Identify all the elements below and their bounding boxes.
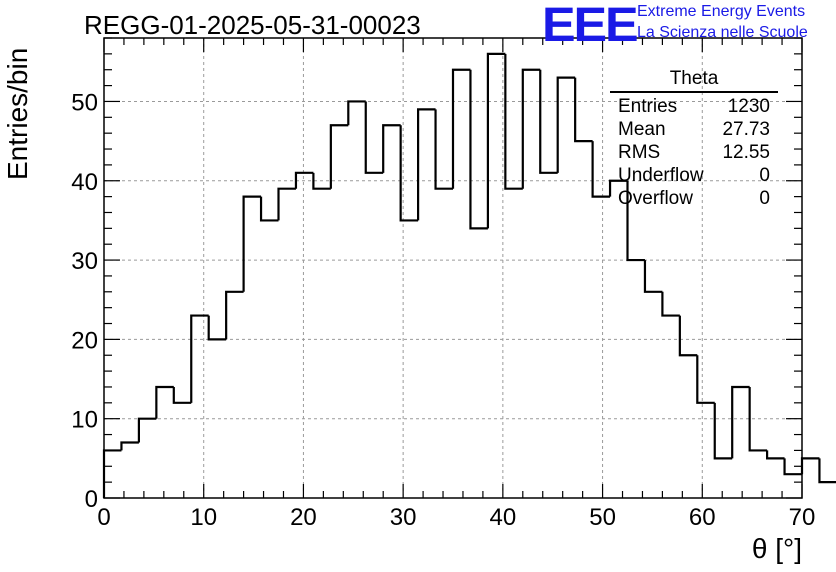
stats-label: RMS: [618, 142, 661, 163]
stats-label: Mean: [618, 119, 666, 140]
histogram-bin: [207, 315, 227, 341]
x-tick-label: 10: [190, 504, 217, 531]
stats-value: 27.73: [722, 119, 770, 140]
histogram-bin: [766, 450, 785, 460]
stats-row-underflow: Underflow 0: [610, 164, 778, 187]
histogram-bin: [800, 457, 820, 475]
x-tick-label: 0: [97, 504, 110, 531]
eee-logo: EEE: [542, 0, 639, 52]
y-tick-label: 40: [71, 169, 98, 196]
stats-row-rms: RMS 12.55: [610, 141, 778, 164]
x-tick-label: 60: [689, 504, 716, 531]
histogram-bin: [417, 108, 436, 221]
histogram-bin: [364, 101, 384, 174]
stats-value: 12.55: [722, 142, 770, 163]
stats-value: 0: [759, 188, 770, 209]
stats-label: Entries: [618, 96, 678, 117]
histogram-bin: [259, 196, 279, 222]
logo-text-line2: La Scienza nelle Scuole: [637, 24, 808, 41]
histogram-bin: [591, 141, 611, 198]
histogram-bin: [434, 109, 453, 190]
histogram-bin: [120, 441, 139, 451]
histogram-bin: [469, 69, 488, 230]
histogram-bin: [783, 458, 802, 476]
plot-frame: [103, 37, 803, 499]
stats-title: Theta: [610, 68, 778, 93]
histogram-bin: [155, 385, 174, 419]
histogram-bin: [312, 172, 331, 190]
chart-title: REGG-01-2025-05-31-00023: [84, 10, 421, 40]
histogram-bin: [521, 68, 541, 189]
stats-value: 0: [759, 165, 770, 186]
histogram-bin: [486, 52, 506, 229]
histogram-bin: [277, 187, 296, 221]
y-tick-label: 20: [71, 327, 98, 354]
histogram-bin: [626, 180, 645, 262]
x-tick-label: 40: [490, 504, 517, 531]
histogram-bin: [225, 290, 244, 340]
histogram-bin: [172, 386, 192, 404]
stats-label: Overflow: [618, 188, 693, 209]
histogram-bin: [574, 77, 593, 143]
stats-box: Theta Entries 1230 Mean 27.73 RMS 12.55 …: [610, 68, 778, 210]
x-tick-label: 30: [390, 504, 417, 531]
x-tick-label: 20: [290, 504, 317, 531]
y-tick-label: 50: [71, 89, 98, 116]
histogram-bin: [137, 417, 157, 443]
histogram-bin: [696, 355, 715, 404]
histogram-bin: [713, 402, 733, 460]
logo-text-line1: Extreme Energy Events: [637, 3, 806, 20]
histogram-bin: [643, 260, 663, 293]
histogram-bin: [399, 125, 419, 222]
x-tick-label: 70: [789, 504, 816, 531]
histogram-bin: [818, 458, 836, 484]
stats-value: 1230: [727, 96, 770, 117]
histogram-bin: [382, 124, 401, 173]
histogram-bin: [102, 449, 122, 498]
histogram-bin: [661, 291, 680, 317]
stats-label: Underflow: [618, 165, 704, 186]
stats-row-overflow: Overflow 0: [610, 187, 778, 210]
x-tick-label: 50: [589, 504, 616, 531]
y-tick-label: 30: [71, 248, 98, 275]
y-tick-label: 10: [71, 407, 98, 434]
histogram-bin: [347, 100, 366, 126]
histogram-bin: [556, 76, 576, 173]
histogram-bin: [294, 171, 314, 189]
histogram-bin: [678, 315, 698, 357]
histogram-bin: [329, 124, 349, 189]
x-axis-label: θ [°]: [751, 533, 802, 564]
y-axis-label: Entries/bin: [2, 47, 33, 180]
histogram-bin: [242, 195, 262, 292]
histogram-bin: [539, 69, 558, 174]
y-tick-label: 0: [85, 486, 98, 513]
histogram-bin: [190, 314, 209, 403]
histogram-bin: [731, 385, 750, 459]
histogram-bin: [451, 68, 471, 189]
histogram-bin: [748, 386, 768, 452]
stats-row-mean: Mean 27.73: [610, 118, 778, 141]
histogram-bin: [608, 179, 628, 197]
stats-row-entries: Entries 1230: [610, 95, 778, 118]
histogram-bin: [504, 53, 523, 190]
